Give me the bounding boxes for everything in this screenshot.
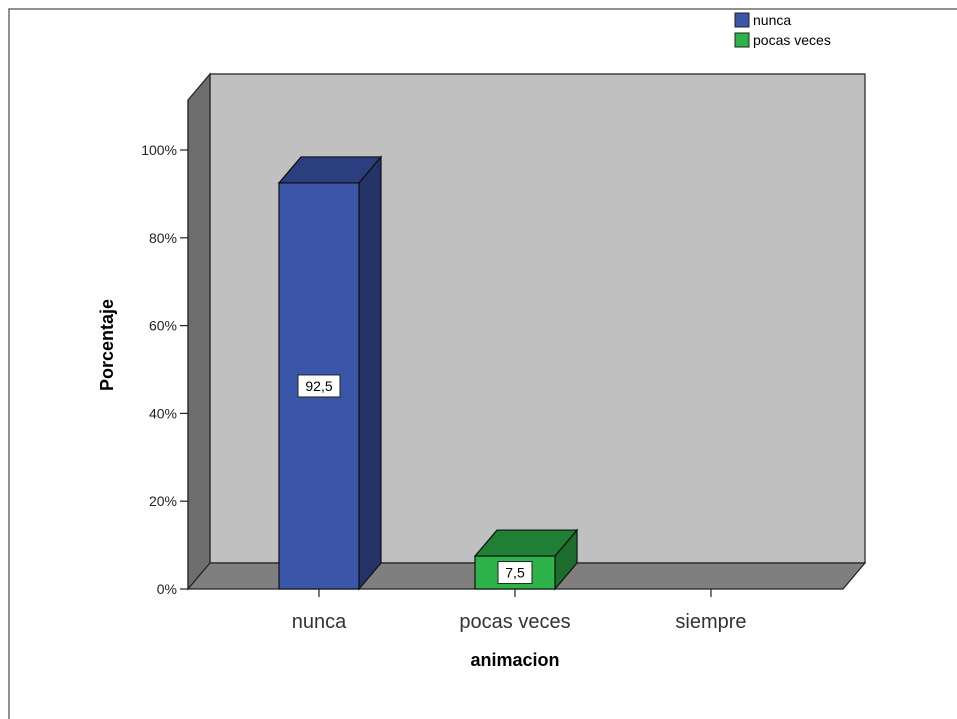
bar-nunca: 92,5 bbox=[277, 155, 383, 591]
y-tick-label: 80% bbox=[149, 230, 177, 246]
legend-swatch bbox=[734, 12, 750, 28]
y-tick-label: 60% bbox=[149, 318, 177, 334]
y-tick-label: 40% bbox=[149, 405, 177, 421]
data-label: 7,5 bbox=[505, 565, 525, 581]
legend-label: pocas veces bbox=[753, 32, 831, 48]
y-tick-label: 100% bbox=[141, 142, 177, 158]
chart-frame bbox=[8, 8, 957, 719]
y-tick-label: 20% bbox=[149, 493, 177, 509]
y-axis: 0% 20% 40% 60% 80% 100% bbox=[141, 100, 189, 597]
x-tick-label: nunca bbox=[292, 611, 347, 633]
x-axis-title: animacion bbox=[470, 650, 559, 670]
data-label-box bbox=[297, 374, 341, 398]
data-label-box bbox=[497, 561, 533, 585]
x-axis: nunca pocas veces siempre bbox=[292, 589, 747, 633]
bar-pocas-veces: 7,5 bbox=[473, 528, 579, 591]
legend-swatch bbox=[734, 32, 750, 48]
legend-label: nunca bbox=[753, 12, 791, 28]
bar-side-face bbox=[358, 155, 382, 591]
plot-side-wall bbox=[187, 72, 211, 591]
x-tick-label: siempre bbox=[675, 611, 746, 633]
legend: nunca pocas veces bbox=[734, 12, 831, 48]
x-tick-label: pocas veces bbox=[459, 611, 570, 633]
y-axis-title: Porcentaje bbox=[97, 299, 117, 391]
y-tick-label: 0% bbox=[157, 581, 177, 597]
data-label: 92,5 bbox=[305, 378, 332, 394]
